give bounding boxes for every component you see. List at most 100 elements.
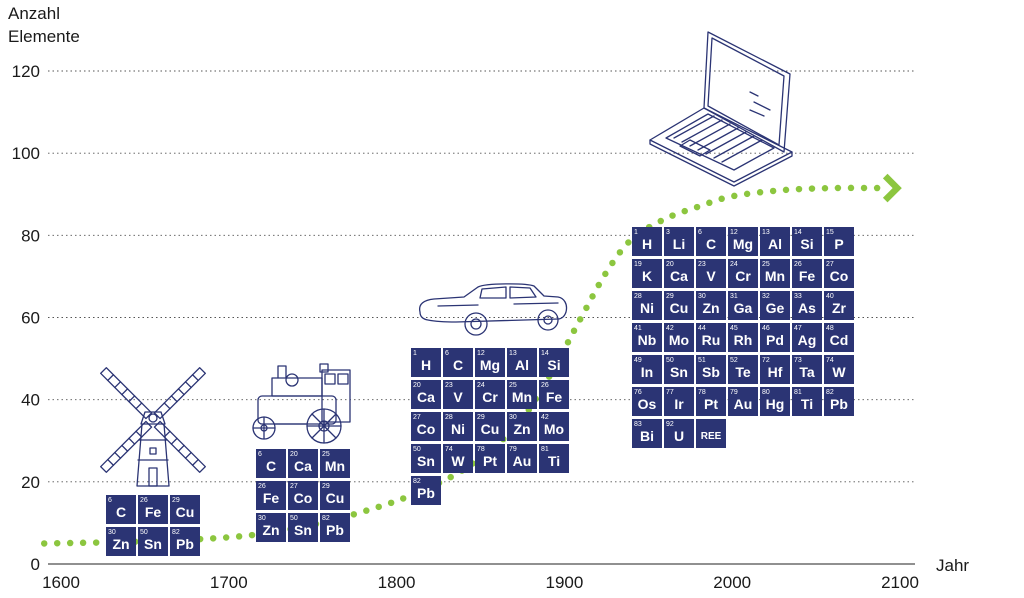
element-symbol: Mo	[544, 421, 564, 437]
element-tile-bg	[632, 419, 662, 448]
element-tile-bg	[824, 355, 854, 384]
y-tick-label: 120	[12, 62, 40, 81]
y-tick-label: 60	[21, 309, 40, 328]
element-tile-bg	[507, 348, 537, 377]
element-number: 20	[290, 451, 298, 458]
element-symbol: Cu	[481, 421, 500, 437]
element-symbol: Fe	[263, 490, 280, 506]
element-number: 30	[698, 293, 706, 300]
element-tile-bg	[475, 348, 505, 377]
element-tile-bg	[507, 444, 537, 473]
element-tile-bg	[138, 495, 168, 524]
element-number: 79	[509, 446, 517, 453]
element-number: 13	[762, 229, 770, 236]
element-number: 6	[108, 497, 112, 504]
element-number: 46	[762, 325, 770, 332]
element-number: 82	[322, 515, 330, 522]
element-number: 30	[108, 529, 116, 536]
element-number: 25	[509, 382, 517, 389]
element-symbol: V	[706, 268, 716, 284]
element-tile-bg	[696, 355, 726, 384]
element-tile-bg	[696, 419, 726, 448]
element-tile-bg	[792, 355, 822, 384]
element-tile-bg	[696, 291, 726, 320]
element-tile: 92U	[664, 419, 694, 448]
element-tile-bg	[632, 227, 662, 256]
element-number: 80	[762, 389, 770, 396]
element-number: 28	[634, 293, 642, 300]
element-tile-bg	[320, 481, 350, 510]
element-number: 48	[826, 325, 834, 332]
element-tile: 23V	[443, 380, 473, 409]
element-symbol: Cr	[735, 268, 751, 284]
element-symbol: In	[641, 364, 653, 380]
element-symbol: Li	[673, 236, 685, 252]
element-symbol: Al	[515, 357, 529, 373]
element-number: 31	[730, 293, 738, 300]
element-symbol: Fe	[145, 504, 162, 520]
element-tile-bg	[539, 348, 569, 377]
element-tile-bg	[792, 227, 822, 256]
element-number: 6	[445, 350, 449, 357]
element-symbol: Cr	[482, 389, 498, 405]
element-symbol: Pt	[704, 396, 718, 412]
element-symbol: Pb	[176, 536, 194, 552]
laptop-icon	[649, 31, 793, 187]
element-number: 3	[666, 229, 670, 236]
element-number: 50	[140, 529, 148, 536]
element-symbol: Mg	[480, 357, 500, 373]
grid-lines	[48, 70, 915, 565]
x-tick-label: 1800	[378, 573, 416, 592]
element-symbol: C	[453, 357, 463, 373]
element-tile-bg	[728, 227, 758, 256]
element-tile-bg	[728, 387, 758, 416]
element-tile-bg	[539, 412, 569, 441]
element-number: 1	[634, 229, 638, 236]
element-symbol: Pt	[483, 453, 497, 469]
element-number: 76	[634, 389, 642, 396]
element-tile-bg	[664, 419, 694, 448]
element-number: 79	[730, 389, 738, 396]
element-number: 72	[762, 357, 770, 364]
element-number: 50	[290, 515, 298, 522]
element-tile-bg	[824, 387, 854, 416]
element-symbol: Fe	[546, 389, 563, 405]
element-tile-bg	[632, 355, 662, 384]
element-number: 42	[541, 414, 549, 421]
element-symbol: Hg	[766, 396, 785, 412]
element-number: 78	[698, 389, 706, 396]
element-symbol: Co	[294, 490, 313, 506]
element-tile: 15P	[824, 227, 854, 256]
element-symbol: Ga	[734, 300, 753, 316]
element-number: 14	[794, 229, 802, 236]
element-tile-bg	[411, 476, 441, 505]
element-tile-bg	[138, 527, 168, 556]
element-tile-bg	[696, 227, 726, 256]
element-number: 42	[666, 325, 674, 332]
element-number: 25	[322, 451, 330, 458]
element-number: 19	[634, 261, 642, 268]
element-tile-bg	[728, 291, 758, 320]
element-number: 82	[826, 389, 834, 396]
element-tile-bg	[288, 513, 318, 542]
